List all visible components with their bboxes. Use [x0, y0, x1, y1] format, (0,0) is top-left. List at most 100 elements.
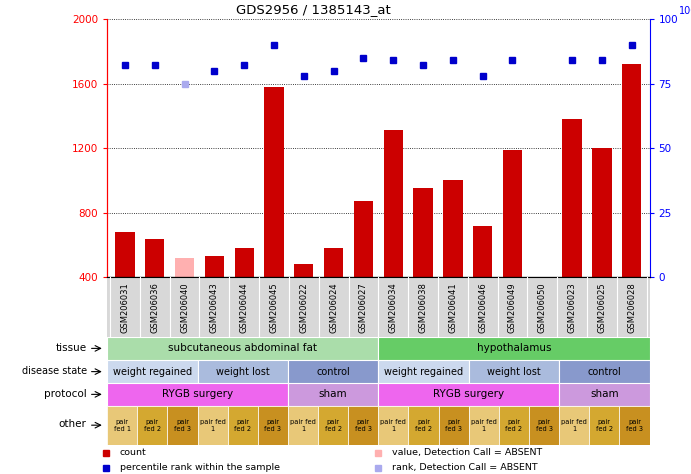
Bar: [379, 383, 559, 406]
Bar: [439, 406, 468, 445]
Text: weight regained: weight regained: [384, 366, 463, 377]
Text: value, Detection Call = ABSENT: value, Detection Call = ABSENT: [392, 448, 542, 457]
Text: pair
fed 1: pair fed 1: [114, 419, 131, 432]
Text: pair
fed 2: pair fed 2: [596, 419, 613, 432]
Bar: [167, 406, 198, 445]
Bar: [348, 406, 379, 445]
Bar: [473, 226, 492, 277]
Bar: [443, 181, 462, 277]
Text: weight lost: weight lost: [216, 366, 269, 377]
Text: GSM206024: GSM206024: [329, 282, 338, 333]
Text: count: count: [120, 448, 146, 457]
Text: pair fed
1: pair fed 1: [561, 419, 587, 432]
Bar: [619, 406, 650, 445]
Text: GSM206031: GSM206031: [120, 282, 129, 333]
Text: pair
fed 3: pair fed 3: [174, 419, 191, 432]
Text: other: other: [59, 419, 86, 429]
Bar: [379, 406, 408, 445]
Bar: [258, 406, 288, 445]
Bar: [115, 232, 135, 277]
Text: protocol: protocol: [44, 389, 86, 399]
Bar: [354, 201, 373, 277]
Bar: [145, 238, 164, 277]
Text: subcutaneous abdominal fat: subcutaneous abdominal fat: [168, 343, 317, 354]
Text: GSM206038: GSM206038: [419, 282, 428, 333]
Bar: [198, 406, 227, 445]
Bar: [318, 406, 348, 445]
Bar: [324, 248, 343, 277]
Bar: [408, 406, 439, 445]
Text: pair
fed 3: pair fed 3: [626, 419, 643, 432]
Text: control: control: [316, 366, 350, 377]
Text: RYGB surgery: RYGB surgery: [162, 389, 233, 400]
Text: rank, Detection Call = ABSENT: rank, Detection Call = ABSENT: [392, 463, 538, 472]
Text: GSM206050: GSM206050: [538, 282, 547, 333]
Text: pair fed
1: pair fed 1: [471, 419, 497, 432]
Text: GSM206034: GSM206034: [389, 282, 398, 333]
Text: GSM206046: GSM206046: [478, 282, 487, 333]
Text: pair
fed 2: pair fed 2: [234, 419, 252, 432]
Text: GSM206041: GSM206041: [448, 282, 457, 333]
Text: pair
fed 3: pair fed 3: [445, 419, 462, 432]
Text: pair fed
1: pair fed 1: [381, 419, 406, 432]
Text: pair fed
1: pair fed 1: [200, 419, 225, 432]
Bar: [533, 277, 552, 322]
Bar: [205, 256, 224, 277]
Text: GSM206044: GSM206044: [240, 282, 249, 333]
Title: GDS2956 / 1385143_at: GDS2956 / 1385143_at: [236, 3, 390, 17]
Text: GSM206025: GSM206025: [597, 282, 607, 333]
Bar: [379, 337, 650, 360]
Bar: [529, 406, 559, 445]
Bar: [107, 406, 138, 445]
Bar: [294, 264, 314, 277]
Text: GSM206027: GSM206027: [359, 282, 368, 333]
Bar: [138, 406, 167, 445]
Text: GSM206023: GSM206023: [567, 282, 576, 333]
Text: GSM206043: GSM206043: [210, 282, 219, 333]
Text: GSM206022: GSM206022: [299, 282, 308, 333]
Bar: [559, 360, 650, 383]
Bar: [384, 130, 403, 277]
Bar: [559, 406, 589, 445]
Bar: [468, 360, 559, 383]
Bar: [589, 406, 619, 445]
Bar: [288, 406, 318, 445]
Text: sham: sham: [590, 389, 618, 400]
Bar: [288, 360, 378, 383]
Bar: [107, 360, 198, 383]
Text: pair
fed 2: pair fed 2: [144, 419, 161, 432]
Bar: [562, 119, 582, 277]
Text: 100%: 100%: [679, 6, 691, 17]
Bar: [288, 383, 378, 406]
Text: disease state: disease state: [21, 366, 86, 376]
Text: pair fed
1: pair fed 1: [290, 419, 316, 432]
Bar: [175, 258, 194, 277]
Text: weight lost: weight lost: [487, 366, 541, 377]
Text: GSM206036: GSM206036: [150, 282, 160, 333]
Text: pair
fed 3: pair fed 3: [354, 419, 372, 432]
Bar: [622, 64, 641, 277]
Bar: [265, 87, 284, 277]
Bar: [499, 406, 529, 445]
Bar: [234, 248, 254, 277]
Text: pair
fed 2: pair fed 2: [505, 419, 522, 432]
Text: weight regained: weight regained: [113, 366, 192, 377]
Text: hypothalamus: hypothalamus: [477, 343, 551, 354]
Bar: [107, 383, 288, 406]
Text: control: control: [587, 366, 621, 377]
Bar: [503, 150, 522, 277]
Text: GSM206028: GSM206028: [627, 282, 636, 333]
Text: GSM206049: GSM206049: [508, 282, 517, 333]
Bar: [227, 406, 258, 445]
Bar: [468, 406, 499, 445]
Text: pair
fed 3: pair fed 3: [265, 419, 281, 432]
Text: tissue: tissue: [55, 343, 86, 353]
Bar: [592, 148, 612, 277]
Text: percentile rank within the sample: percentile rank within the sample: [120, 463, 280, 472]
Text: sham: sham: [319, 389, 348, 400]
Bar: [559, 383, 650, 406]
Bar: [413, 189, 433, 277]
Text: RYGB surgery: RYGB surgery: [433, 389, 504, 400]
Text: pair
fed 2: pair fed 2: [415, 419, 432, 432]
Text: pair
fed 2: pair fed 2: [325, 419, 341, 432]
